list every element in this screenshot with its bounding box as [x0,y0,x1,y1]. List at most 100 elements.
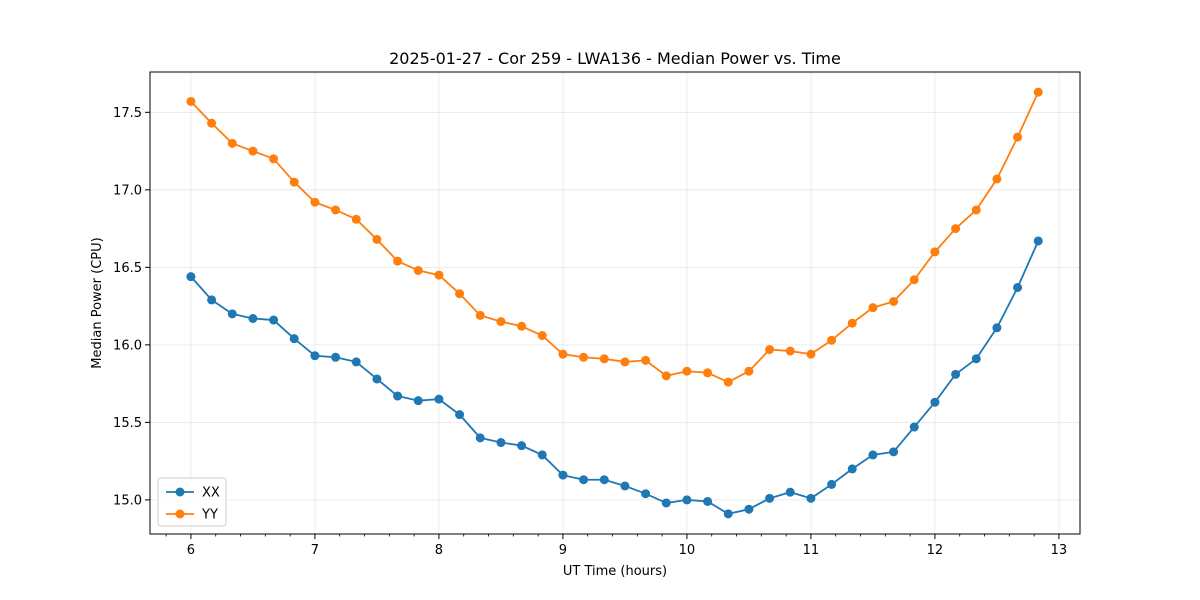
x-tick-label: 9 [559,543,567,558]
data-point-xx [641,489,651,499]
data-point-yy [207,118,217,128]
data-point-yy [868,303,878,313]
data-point-xx [289,334,299,344]
legend-label-yy: YY [201,508,218,523]
y-tick-label: 15.0 [113,493,142,508]
data-point-yy [847,318,857,328]
legend-label-xx: XX [202,486,220,501]
data-point-xx [434,394,444,404]
data-point-yy [971,205,981,215]
data-point-yy [806,349,816,359]
x-tick-label: 7 [311,543,319,558]
data-point-xx [517,441,527,451]
data-point-xx [269,315,279,325]
data-point-xx [579,475,589,485]
data-point-xx [351,357,361,367]
data-point-yy [351,214,361,224]
data-point-xx [744,504,754,514]
data-point-yy [289,177,299,187]
data-point-yy [723,377,733,387]
data-point-yy [455,289,465,299]
data-point-yy [620,357,630,367]
data-point-xx [703,496,713,506]
data-point-xx [496,438,506,448]
data-point-xx [661,498,671,508]
y-tick-label: 17.5 [113,106,142,121]
data-point-xx [785,487,795,497]
data-point-yy [558,349,568,359]
data-point-xx [868,450,878,460]
data-point-xx [806,493,816,503]
data-point-xx [765,493,775,503]
data-point-xx [992,323,1002,333]
data-point-xx [1033,236,1043,246]
data-point-yy [248,146,258,156]
y-axis-label: Median Power (CPU) [90,237,105,368]
x-tick-label: 11 [803,543,820,558]
data-point-yy [661,371,671,381]
data-point-yy [269,154,279,164]
y-tick-label: 16.0 [113,338,142,353]
data-point-yy [785,346,795,356]
data-point-xx [455,410,465,420]
data-point-xx [413,396,423,406]
data-point-yy [475,310,485,320]
data-point-yy [827,335,837,345]
y-tick-label: 16.5 [113,261,142,276]
data-point-yy [682,366,692,376]
data-point-yy [579,352,589,362]
data-point-xx [310,351,320,361]
x-tick-label: 13 [1051,543,1068,558]
data-point-yy [537,331,547,341]
axes: 6 7 8 9 10 11 12 13 15.0 15.5 16.0 16.5 17.0 17.5 [113,106,1067,558]
data-point-xx [951,369,961,379]
data-point-xx [620,481,630,491]
legend-marker-xx [175,487,185,497]
data-point-yy [434,270,444,280]
data-point-xx [537,450,547,460]
series-layer [186,87,1043,519]
data-point-yy [310,197,320,207]
data-point-xx [971,354,981,364]
data-point-xx [847,464,857,474]
data-point-yy [1013,132,1023,142]
x-tick-label: 6 [187,543,195,558]
grid [150,72,1080,534]
data-point-yy [393,256,403,266]
data-point-yy [413,265,423,275]
data-point-yy [992,174,1002,184]
data-point-xx [248,314,258,324]
y-tick-label: 17.0 [113,183,142,198]
data-point-xx [827,479,837,489]
data-point-xx [186,272,196,282]
data-point-yy [951,224,961,234]
data-point-xx [682,495,692,505]
data-point-xx [909,422,919,432]
x-tick-label: 8 [435,543,443,558]
data-point-xx [889,447,899,457]
data-point-xx [372,374,382,384]
data-point-xx [227,309,237,319]
y-tick-label: 15.5 [113,416,142,431]
data-point-xx [475,433,485,443]
data-point-yy [331,205,341,215]
plot-frame [149,71,1081,535]
data-point-xx [723,509,733,519]
legend-marker-yy [175,509,185,519]
data-point-xx [1013,282,1023,292]
data-point-yy [765,345,775,355]
data-point-yy [517,321,527,331]
data-point-yy [496,317,506,327]
data-point-xx [930,397,940,407]
data-point-yy [641,355,651,365]
data-point-yy [889,296,899,306]
data-point-xx [558,470,568,480]
legend: XX YY [157,477,227,527]
data-point-xx [331,352,341,362]
data-point-xx [207,295,217,305]
data-point-yy [930,247,940,257]
data-point-xx [393,391,403,401]
x-tick-label: 10 [679,543,696,558]
data-point-yy [186,96,196,106]
